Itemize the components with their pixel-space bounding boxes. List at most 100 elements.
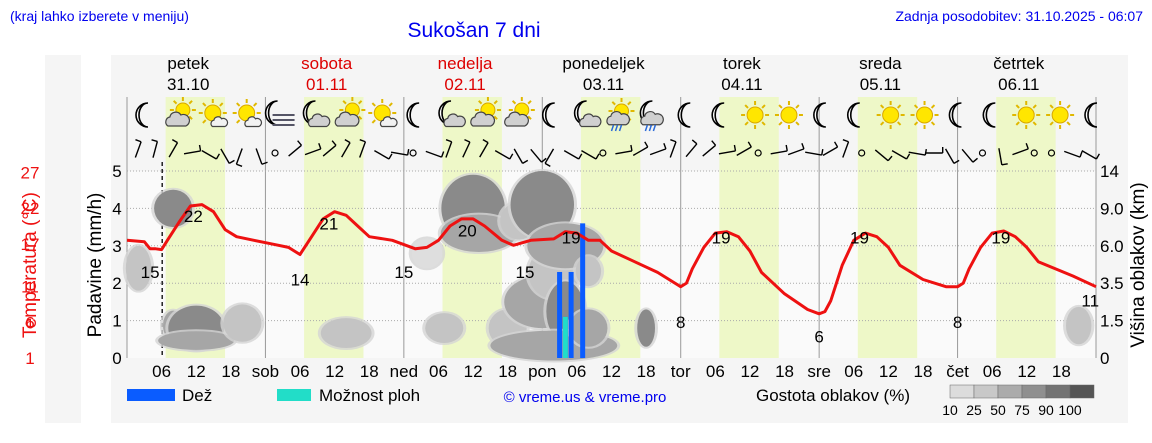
- rain-drop: [648, 124, 653, 132]
- sun-ray: [358, 100, 363, 105]
- x-tick: čet: [946, 362, 969, 381]
- sun-ray: [527, 100, 532, 105]
- wind-shaft: [479, 142, 489, 158]
- wind-barb: [255, 148, 268, 165]
- x-tick: 12: [464, 362, 483, 381]
- wind-barb: [425, 150, 445, 158]
- sun-disc: [1051, 106, 1069, 124]
- day-date: 02.11: [444, 75, 485, 94]
- wind-barb: [530, 148, 547, 163]
- wind-barb: [374, 149, 393, 160]
- wind-feather: [198, 144, 202, 152]
- sun-partly-icon: [368, 99, 398, 128]
- wind-shaft: [425, 150, 442, 158]
- wind-feather: [887, 155, 893, 162]
- wind-shaft: [908, 151, 926, 156]
- wind-barb: [1063, 150, 1083, 158]
- precipitation-tick: 2: [112, 274, 121, 293]
- wind-shaft: [961, 148, 974, 163]
- credit-link[interactable]: © vreme.us & vreme.pro: [504, 389, 667, 406]
- x-tick: 18: [221, 362, 240, 381]
- wind-barb: [304, 143, 322, 156]
- sun-ray: [1049, 121, 1054, 126]
- cloud-sun-icon: [334, 97, 366, 127]
- x-tick: 12: [602, 362, 621, 381]
- cloud-patch: [223, 304, 262, 342]
- wind-shaft: [235, 148, 243, 165]
- wind-calm: [1030, 149, 1038, 157]
- temperature-series: 15 22 14 21 15 20 15 19 8 19 6 19 8 19 11: [126, 203, 1099, 346]
- wind-feather: [578, 153, 583, 160]
- sun-ray: [1015, 121, 1020, 126]
- legend-rain-label: Dež: [182, 386, 212, 405]
- temperature-label: 6: [814, 327, 823, 346]
- x-tick: 12: [740, 362, 759, 381]
- day-headers: petek 31.10 sobota 01.11 nedelja 02.11 ponedel…: [167, 54, 1045, 94]
- precipitation-bars: [557, 223, 586, 358]
- wind-barb: [151, 139, 159, 158]
- temperature-label: 15: [141, 263, 160, 282]
- cloud-scale-swatch: [973, 384, 999, 399]
- x-axis-ticks: 06 12 18 sob 06 12 18 ned 06 12 18 pon 06 12 18 tor 06 12…: [152, 362, 1071, 381]
- cloud-scale-label: 100: [1058, 402, 1082, 418]
- wind-barb: [822, 141, 839, 157]
- moon-shape: [982, 102, 996, 128]
- wind-feather: [482, 139, 489, 144]
- day-name: torek: [723, 54, 761, 73]
- wind-calm: [1047, 149, 1056, 157]
- wind-barb: [770, 144, 788, 155]
- wind-barb: [235, 148, 243, 167]
- cloud-moon-icon: [438, 100, 466, 128]
- wind-feather: [171, 139, 178, 144]
- rain-sun-icon: [606, 98, 635, 132]
- wind-barb: [702, 140, 717, 157]
- last-update: Zadnja posodobitev: 31.10.2025 - 06:07: [895, 8, 1143, 24]
- cloud-shape: [443, 113, 466, 128]
- sun-ray: [1032, 104, 1037, 109]
- daylight-band: [857, 97, 918, 358]
- wind-feather: [509, 153, 514, 160]
- wind-feather: [359, 139, 366, 143]
- cloud-scale-swatch: [1045, 384, 1071, 399]
- wind-barb: [513, 148, 529, 164]
- cloud-shape: [470, 111, 496, 127]
- temperature-label: 21: [319, 214, 338, 233]
- sun-ray: [778, 121, 783, 126]
- wind-feather: [644, 141, 649, 148]
- sun-ray: [202, 119, 207, 124]
- legend: Dež Možnost ploh © vreme.us & vreme.pro …: [127, 384, 1095, 418]
- header-hint[interactable]: (kraj lahko izberete v meniju): [10, 8, 189, 24]
- x-tick: ned: [390, 362, 418, 381]
- wind-feather: [821, 149, 824, 156]
- wind-barb: [322, 140, 337, 157]
- wind-barb: [134, 139, 142, 158]
- wind-barb: [736, 141, 752, 157]
- cloud-patch: [575, 256, 602, 287]
- temperature-tick: 22: [21, 199, 40, 218]
- cloud-shape: [379, 116, 398, 128]
- temperature-tick: 27: [21, 164, 40, 183]
- cloud-sun-icon: [165, 97, 196, 127]
- sun-ray: [371, 102, 376, 107]
- sun-ray: [880, 121, 885, 126]
- wind-feather: [1095, 153, 1100, 160]
- wind-shaft: [702, 144, 717, 157]
- sun-icon: [1046, 101, 1075, 129]
- wind-shaft: [462, 141, 471, 158]
- sun-ray: [913, 121, 919, 126]
- cloud-patch: [1066, 306, 1092, 345]
- cloud-shape: [504, 111, 529, 127]
- wind-barb: [341, 139, 351, 158]
- wind-feather: [595, 153, 600, 160]
- wind-feather: [406, 149, 410, 156]
- wind-barb: [842, 139, 850, 158]
- temperature-label: 15: [394, 263, 413, 282]
- cloud-patch: [411, 238, 443, 269]
- wind-calm: [409, 149, 417, 157]
- showers-bar: [562, 316, 568, 358]
- wind-feather: [785, 144, 788, 152]
- wind-shaft: [152, 141, 159, 158]
- wind-barb: [685, 139, 698, 158]
- wind-feather: [215, 153, 221, 160]
